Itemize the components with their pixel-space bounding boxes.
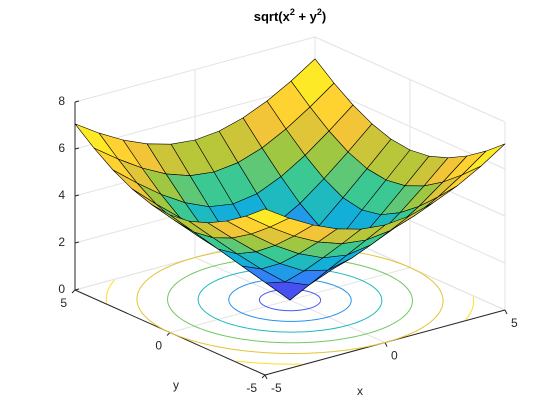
- z-tick: [74, 241, 80, 244]
- z-tick-label: 8: [58, 94, 65, 108]
- z-tick: [74, 288, 80, 291]
- y-tick: [71, 289, 76, 294]
- z-tick: [74, 147, 80, 150]
- y-axis-label: y: [173, 378, 179, 392]
- y-tick-label: -5: [246, 381, 257, 395]
- x-tick: [504, 309, 508, 315]
- grid-line: [314, 36, 506, 123]
- x-tick: [384, 342, 388, 347]
- x-tick-label: 0: [391, 349, 398, 363]
- z-tick-label: 6: [58, 141, 65, 155]
- z-tick: [74, 100, 80, 103]
- z-tick: [74, 194, 80, 197]
- chart-title: sqrt(x2 + y2): [254, 7, 327, 24]
- y-tick-label: 0: [155, 339, 162, 353]
- y-tick: [261, 374, 266, 379]
- x-tick-label: -5: [271, 381, 282, 395]
- y-tick: [166, 332, 171, 336]
- x-tick: [264, 374, 268, 380]
- grid-line: [74, 36, 316, 103]
- z-tick-label: 2: [58, 235, 65, 249]
- x-axis-label: x: [357, 384, 363, 398]
- x-tick-label: 5: [511, 316, 518, 330]
- z-tick-label: 4: [58, 188, 65, 202]
- surface-face: [245, 208, 290, 228]
- z-tick-label: 0: [58, 282, 65, 296]
- y-tick-label: 5: [60, 296, 67, 310]
